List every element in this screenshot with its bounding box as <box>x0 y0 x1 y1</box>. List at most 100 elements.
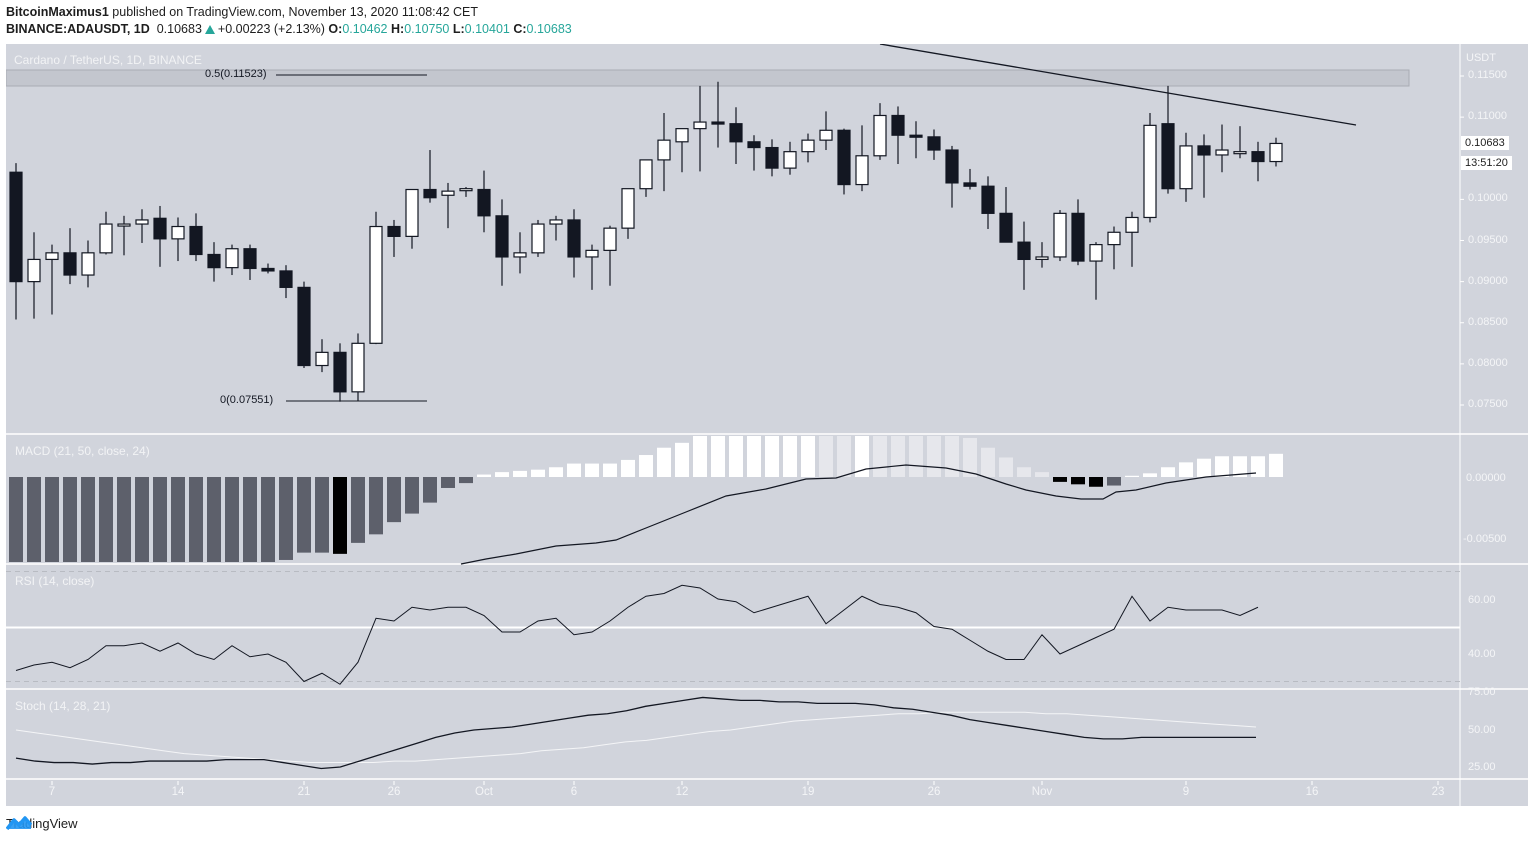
price-tick: 0.11000 <box>1468 110 1507 123</box>
candle[interactable] <box>1071 212 1085 262</box>
candle[interactable] <box>369 225 383 344</box>
macd-tick-0: 0.00000 <box>1466 472 1506 484</box>
time-axis-label: Oct <box>475 786 493 798</box>
open-value: 0.10462 <box>342 22 388 36</box>
time-axis-label: 23 <box>1431 786 1445 798</box>
candle[interactable] <box>675 128 689 143</box>
candle[interactable] <box>117 223 131 227</box>
candle[interactable] <box>1197 145 1211 156</box>
candle[interactable] <box>819 129 833 141</box>
stoch-pane-title: Stoch (14, 28, 21) <box>15 699 111 713</box>
candle[interactable] <box>693 121 707 130</box>
author-name[interactable]: BitcoinMaximus1 <box>6 5 109 19</box>
candle[interactable] <box>639 159 653 190</box>
candle[interactable] <box>1125 216 1139 233</box>
chart-canvas[interactable] <box>6 44 1528 806</box>
low-label: L: <box>452 22 465 36</box>
candle[interactable] <box>891 114 905 136</box>
chart-area[interactable]: Cardano / TetherUS, 1D, BINANCE MACD (21… <box>6 44 1528 806</box>
candle[interactable] <box>873 114 887 157</box>
candle[interactable] <box>765 146 779 169</box>
candle[interactable] <box>99 223 113 254</box>
candle[interactable] <box>495 215 509 258</box>
candle[interactable] <box>1161 123 1175 190</box>
time-axis-label: 9 <box>1182 786 1190 798</box>
candle[interactable] <box>1215 149 1229 156</box>
candle[interactable] <box>9 171 23 283</box>
candle[interactable] <box>711 121 725 125</box>
published-text: published on TradingView.com, November 1… <box>108 5 479 19</box>
candle[interactable] <box>1251 151 1265 163</box>
candle[interactable] <box>207 253 221 269</box>
candle[interactable] <box>603 227 617 251</box>
time-axis-label: 26 <box>927 786 941 798</box>
candle[interactable] <box>513 252 527 258</box>
candle[interactable] <box>243 248 257 270</box>
candle[interactable] <box>423 188 437 199</box>
candle[interactable] <box>621 188 635 229</box>
tradingview-footer[interactable]: TradingView <box>6 816 78 831</box>
candle[interactable] <box>387 225 401 237</box>
candle[interactable] <box>657 139 671 161</box>
candle[interactable] <box>315 351 329 367</box>
candle[interactable] <box>459 188 473 192</box>
candle[interactable] <box>1269 142 1283 163</box>
candle[interactable] <box>45 252 59 261</box>
candle[interactable] <box>729 123 743 143</box>
candle[interactable] <box>225 248 239 269</box>
candle[interactable] <box>153 217 167 240</box>
candle[interactable] <box>837 129 851 186</box>
candle[interactable] <box>27 258 41 283</box>
time-axis-label: 14 <box>171 786 185 798</box>
currency-label: USDT <box>1466 52 1496 64</box>
candle[interactable] <box>63 252 77 276</box>
candle[interactable] <box>1053 212 1067 258</box>
rsi-pane-title: RSI (14, close) <box>15 574 95 588</box>
close-value: 0.10683 <box>526 22 572 36</box>
last-price: 0.10683 <box>156 22 202 36</box>
macd-tick-1: -0.00500 <box>1463 533 1507 545</box>
fib-bottom-label: 0(0.07551) <box>220 394 274 406</box>
candle[interactable] <box>927 136 941 151</box>
candle[interactable] <box>945 149 959 184</box>
candle[interactable] <box>909 134 923 138</box>
candle[interactable] <box>1089 244 1103 262</box>
candle[interactable] <box>441 190 455 196</box>
candle[interactable] <box>333 351 347 393</box>
tradingview-logo-icon <box>6 816 32 830</box>
candle[interactable] <box>567 219 581 258</box>
candle[interactable] <box>585 249 599 258</box>
candle[interactable] <box>1233 151 1247 155</box>
price-tick: 0.08000 <box>1468 356 1508 369</box>
main-pane-title: Cardano / TetherUS, 1D, BINANCE <box>14 53 202 67</box>
candle[interactable] <box>405 188 419 237</box>
candle[interactable] <box>981 185 995 214</box>
candle[interactable] <box>531 223 545 254</box>
candle[interactable] <box>1035 256 1049 261</box>
candle[interactable] <box>279 270 293 288</box>
stoch-tick-2: 25.00 <box>1468 761 1496 773</box>
candle[interactable] <box>351 342 365 393</box>
candle[interactable] <box>189 225 203 256</box>
candle[interactable] <box>747 141 761 149</box>
rsi-tick-0: 60.00 <box>1468 594 1496 606</box>
price-change: +0.00223 (+2.13%) <box>217 22 325 36</box>
candle[interactable] <box>1143 124 1157 219</box>
candle[interactable] <box>477 188 491 217</box>
candle[interactable] <box>261 267 275 272</box>
candle[interactable] <box>549 219 563 225</box>
candle[interactable] <box>171 225 185 240</box>
candle[interactable] <box>1107 231 1121 246</box>
candle[interactable] <box>963 182 977 187</box>
price-tick: 0.09000 <box>1468 274 1508 287</box>
candle[interactable] <box>81 252 95 276</box>
candle[interactable] <box>999 212 1013 243</box>
candle[interactable] <box>1017 241 1031 261</box>
candle[interactable] <box>855 155 869 186</box>
candle[interactable] <box>297 286 311 367</box>
candle[interactable] <box>801 139 815 153</box>
candle[interactable] <box>1179 145 1193 190</box>
rsi-tick-1: 40.00 <box>1468 648 1496 660</box>
candle[interactable] <box>783 151 797 169</box>
candle[interactable] <box>135 219 149 225</box>
